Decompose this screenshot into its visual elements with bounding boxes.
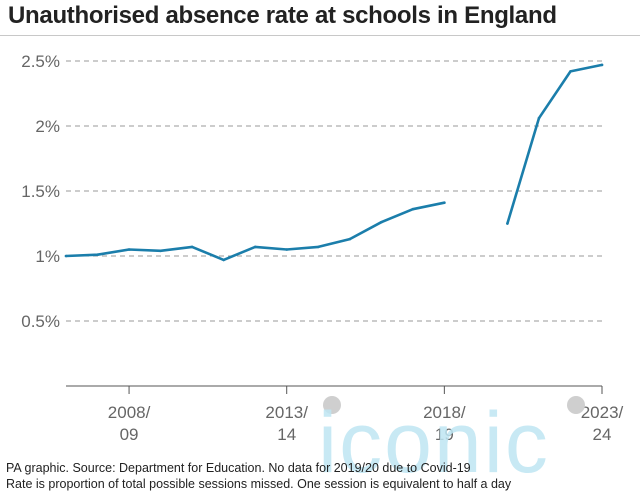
x-tick-label-line2: 14 <box>277 425 296 444</box>
data-point <box>411 207 415 211</box>
data-point <box>379 220 383 224</box>
data-point <box>159 249 162 253</box>
data-point <box>348 237 352 241</box>
y-tick-label: 2.5% <box>21 52 60 71</box>
watermark-text: iconic <box>318 395 550 474</box>
data-point <box>222 258 225 262</box>
data-point <box>285 248 289 251</box>
data-point <box>64 254 68 258</box>
data-point <box>190 245 194 249</box>
x-tick-label-line1: 2023/ <box>581 403 624 422</box>
title-divider <box>0 35 640 36</box>
data-point <box>569 70 572 73</box>
watermark-dot-left <box>323 396 341 414</box>
y-tick-label: 1.5% <box>21 182 60 201</box>
chart-title: Unauthorised absence rate at schools in … <box>8 2 557 29</box>
x-tick-label-line2: 19 <box>435 425 454 444</box>
data-point <box>443 201 446 204</box>
data-point <box>600 63 604 67</box>
iconic-watermark-logo: iconic <box>318 395 585 474</box>
series-line-segment <box>64 201 446 262</box>
footer-source-note: PA graphic. Source: Department for Educa… <box>6 461 471 475</box>
data-point <box>96 253 99 256</box>
y-tick-label: 2% <box>35 117 60 136</box>
x-tick-label-line1: 2018/ <box>423 403 466 422</box>
x-tick-label-line1: 2008/ <box>108 403 151 422</box>
watermark-dot-right <box>567 396 585 414</box>
x-tick-label-line2: 09 <box>120 425 139 444</box>
data-point <box>127 248 131 251</box>
x-tick-label-line2: 24 <box>593 425 612 444</box>
data-point <box>316 245 320 249</box>
x-tick-label-line1: 2013/ <box>265 403 308 422</box>
y-tick-label: 0.5% <box>21 312 60 331</box>
data-point <box>253 245 257 249</box>
series-line-segment <box>506 63 604 225</box>
footer-definition-note: Rate is proportion of total possible ses… <box>6 477 512 491</box>
data-point <box>506 222 509 225</box>
line-chart: 0.5% 1% 1.5% 2% 2.5% 2008/09 2013/14 2018/19 202… <box>21 52 624 444</box>
y-tick-label: 1% <box>35 247 60 266</box>
chart-footer: PA graphic. Source: Department for Educa… <box>6 460 511 492</box>
data-point <box>537 116 541 120</box>
